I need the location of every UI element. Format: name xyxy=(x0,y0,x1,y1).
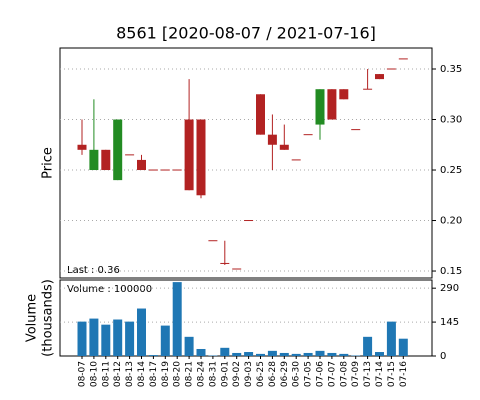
candle-body xyxy=(101,149,111,171)
candle-body xyxy=(137,159,146,171)
volume-bar xyxy=(256,353,265,356)
volume-bar xyxy=(279,352,289,356)
volume-tick-label: 145 xyxy=(440,317,459,328)
volume-bar xyxy=(125,321,135,356)
volume-bar xyxy=(196,348,206,356)
volume-bar xyxy=(232,352,242,356)
x-tick-label: 08-24 xyxy=(197,361,207,387)
volume-tick-label: 290 xyxy=(440,283,459,294)
x-tick-label: 08-14 xyxy=(137,361,147,387)
candle-body xyxy=(256,94,265,135)
x-tick-label: 08-07 xyxy=(78,361,88,387)
candle-body xyxy=(315,89,325,125)
candle-body xyxy=(89,149,99,171)
x-tick-label: 06-25 xyxy=(256,361,266,387)
x-tick-label: 08-17 xyxy=(149,361,159,387)
x-tick-label: 07-14 xyxy=(375,361,385,387)
x-tick-label: 08-13 xyxy=(125,361,135,387)
volume-bar xyxy=(363,336,373,356)
volume-bar xyxy=(327,352,337,356)
y-tick-label: 0.35 xyxy=(440,64,462,75)
candle-body xyxy=(327,89,337,120)
volume-axis-label: Volume xyxy=(25,294,40,342)
annotation: Last : 0.36 xyxy=(67,265,120,276)
x-tick-label: 09-02 xyxy=(232,361,242,387)
volume-bar xyxy=(244,352,254,356)
volume-bar xyxy=(375,352,384,356)
x-tick-label: 07-16 xyxy=(399,361,409,387)
x-tick-label: 07-08 xyxy=(339,361,349,387)
volume-bar xyxy=(220,347,230,356)
volume-bar xyxy=(148,355,158,356)
candle-body xyxy=(339,89,349,100)
x-tick-label: 09-01 xyxy=(220,361,230,387)
candle-body xyxy=(113,119,123,181)
volume-bar xyxy=(77,321,87,356)
candle-body xyxy=(220,262,230,264)
volume-bar xyxy=(267,350,277,356)
volume-bar xyxy=(291,353,301,356)
volume-bar xyxy=(315,350,325,356)
candle-body xyxy=(196,119,206,196)
volume-bar xyxy=(160,325,170,356)
x-tick-label: 06-28 xyxy=(268,361,278,387)
x-tick-label: 07-15 xyxy=(387,361,397,387)
volume-bar xyxy=(113,319,123,356)
x-tick-label: 08-12 xyxy=(113,361,123,387)
volume-bar xyxy=(137,308,146,356)
price-frame xyxy=(59,47,433,279)
x-tick-label: 08-20 xyxy=(173,361,183,387)
volume-bar xyxy=(89,318,99,356)
candle-body xyxy=(267,134,277,145)
x-tick-label: 07-07 xyxy=(327,361,337,387)
candle-body xyxy=(279,144,289,150)
x-tick-label: 07-05 xyxy=(304,361,314,387)
volume-tick-label: 0 xyxy=(440,351,446,362)
x-tick-label: 07-06 xyxy=(316,361,326,387)
annotation: Volume : 100000 xyxy=(67,284,152,295)
volume-axis-label: (thousands) xyxy=(41,279,56,357)
y-tick-label: 0.20 xyxy=(440,216,462,227)
candle-body xyxy=(77,144,87,150)
x-tick-label: 08-21 xyxy=(185,361,195,387)
y-axis-label: Price xyxy=(41,147,56,179)
x-tick-label: 08-11 xyxy=(101,361,111,387)
chart-title: 8561 [2020-08-07 / 2021-07-16] xyxy=(116,24,376,43)
volume-bar xyxy=(172,282,182,356)
volume-bar xyxy=(184,336,194,356)
candle-body xyxy=(184,119,194,191)
volume-bar xyxy=(339,353,349,356)
x-tick-label: 09-03 xyxy=(244,361,254,387)
y-tick-label: 0.15 xyxy=(440,266,462,277)
x-tick-label: 08-10 xyxy=(89,361,99,387)
candle-body xyxy=(375,74,384,80)
x-tick-label: 06-30 xyxy=(292,361,302,387)
volume-bar xyxy=(303,352,313,356)
x-tick-label: 08-19 xyxy=(161,361,171,387)
volume-bar xyxy=(386,321,396,356)
x-tick-label: 08-31 xyxy=(208,361,218,387)
y-tick-label: 0.30 xyxy=(440,115,462,126)
volume-bar xyxy=(101,324,111,356)
x-tick-label: 07-09 xyxy=(351,361,361,387)
y-tick-label: 0.25 xyxy=(440,165,462,176)
x-tick-label: 06-29 xyxy=(280,361,290,387)
volume-bar xyxy=(398,338,408,356)
x-tick-label: 07-13 xyxy=(363,361,373,387)
